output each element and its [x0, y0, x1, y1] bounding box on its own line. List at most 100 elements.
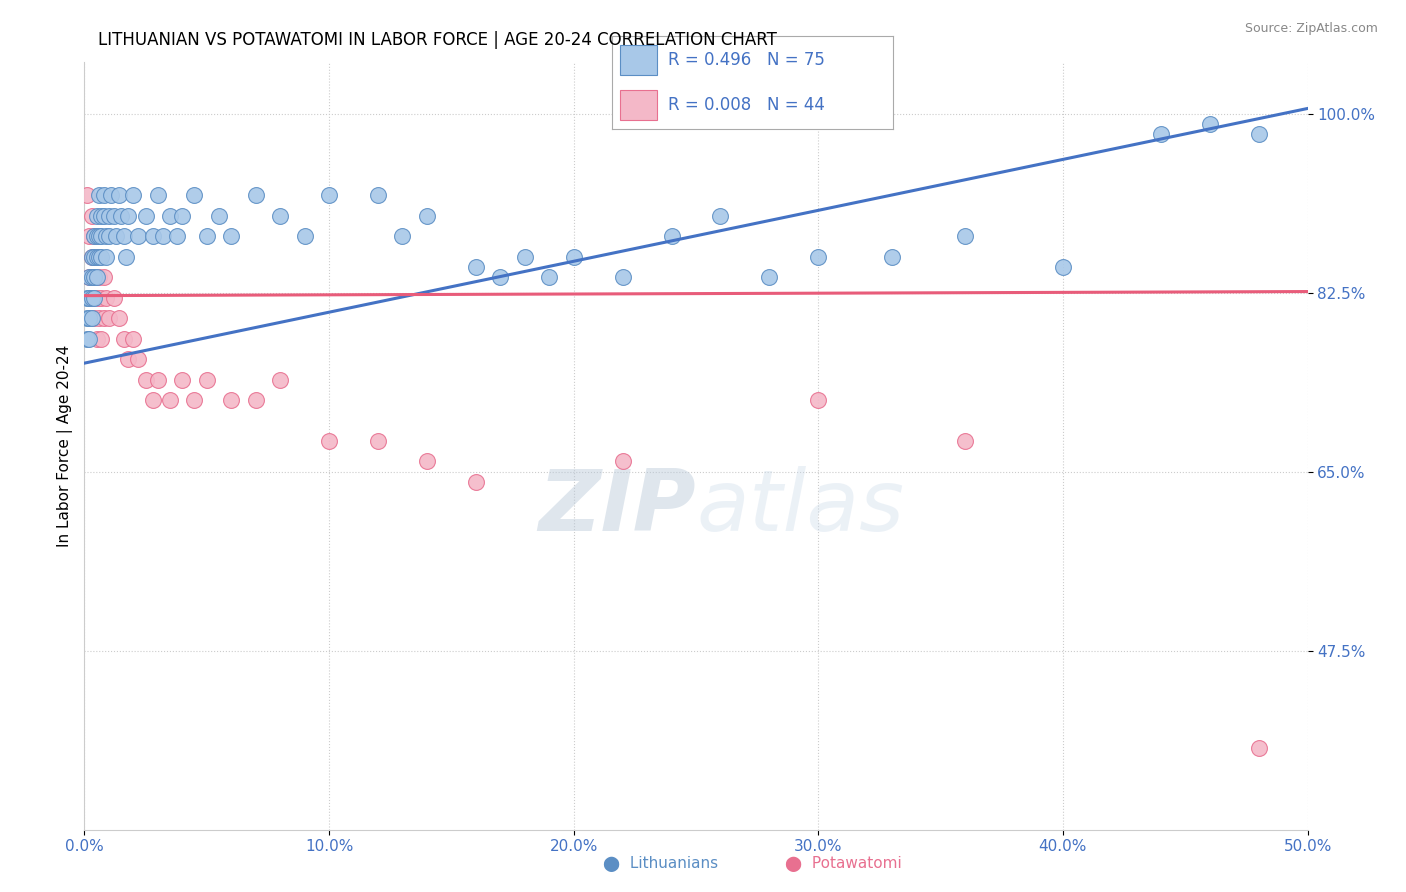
Point	[86, 291, 108, 305]
Point	[77, 270, 100, 285]
Point	[86, 270, 108, 285]
Point	[93, 209, 115, 223]
Point	[318, 188, 340, 202]
Text: R = 0.008   N = 44: R = 0.008 N = 44	[668, 96, 825, 114]
Point	[709, 209, 731, 223]
Point	[80, 311, 103, 326]
Point	[1052, 260, 1074, 274]
Point	[146, 188, 169, 202]
Point	[112, 332, 135, 346]
Point	[77, 291, 100, 305]
Point	[105, 229, 128, 244]
Point	[464, 475, 486, 489]
Point	[96, 250, 118, 264]
Point	[117, 352, 139, 367]
Point	[93, 311, 115, 326]
Point	[83, 229, 105, 244]
Point	[391, 229, 413, 244]
Point	[80, 291, 103, 305]
Point	[612, 454, 634, 468]
Point	[245, 188, 267, 202]
Point	[80, 270, 103, 285]
Text: Source: ZipAtlas.com: Source: ZipAtlas.com	[1244, 22, 1378, 36]
Point	[538, 270, 561, 285]
Point	[219, 392, 242, 407]
Point	[103, 291, 125, 305]
Point	[97, 311, 120, 326]
Point	[127, 229, 149, 244]
Point	[245, 392, 267, 407]
Point	[464, 260, 486, 274]
Point	[953, 229, 976, 244]
Point	[294, 229, 316, 244]
Point	[80, 209, 103, 223]
Point	[117, 209, 139, 223]
Point	[76, 188, 98, 202]
Point	[103, 209, 125, 223]
Point	[86, 229, 108, 244]
Point	[489, 270, 512, 285]
Point	[83, 291, 105, 305]
Point	[367, 434, 389, 448]
Point	[183, 392, 205, 407]
Point	[172, 209, 194, 223]
Point	[953, 434, 976, 448]
Point	[195, 372, 218, 386]
Point	[90, 250, 112, 264]
Point	[159, 392, 181, 407]
Point	[112, 229, 135, 244]
Point	[269, 209, 291, 223]
Text: ⬤  Lithuanians: ⬤ Lithuanians	[603, 856, 718, 872]
Point	[1247, 740, 1270, 755]
Point	[90, 229, 112, 244]
Text: LITHUANIAN VS POTAWATOMI IN LABOR FORCE | AGE 20-24 CORRELATION CHART: LITHUANIAN VS POTAWATOMI IN LABOR FORCE …	[98, 31, 778, 49]
Point	[110, 209, 132, 223]
Point	[195, 229, 218, 244]
Point	[152, 229, 174, 244]
Point	[100, 188, 122, 202]
Point	[86, 332, 108, 346]
Point	[562, 250, 585, 264]
Point	[159, 209, 181, 223]
Point	[661, 229, 683, 244]
Point	[83, 250, 105, 264]
Point	[122, 188, 145, 202]
Point	[83, 270, 105, 285]
Point	[96, 229, 118, 244]
Point	[93, 188, 115, 202]
Point	[758, 270, 780, 285]
Point	[127, 352, 149, 367]
Point	[135, 209, 157, 223]
Point	[83, 270, 105, 285]
Point	[107, 311, 129, 326]
Point	[86, 209, 108, 223]
Point	[135, 372, 157, 386]
Point	[87, 188, 110, 202]
Point	[76, 291, 98, 305]
Point	[83, 229, 105, 244]
Point	[107, 188, 129, 202]
Point	[77, 270, 100, 285]
Point	[76, 311, 98, 326]
Point	[96, 291, 118, 305]
Point	[1198, 117, 1220, 131]
Point	[93, 270, 115, 285]
Point	[183, 188, 205, 202]
Point	[97, 209, 120, 223]
Text: atlas: atlas	[696, 466, 904, 549]
Point	[90, 209, 112, 223]
Point	[83, 311, 105, 326]
Point	[416, 454, 439, 468]
Point	[318, 434, 340, 448]
Bar	[620, 90, 657, 120]
Point	[80, 291, 103, 305]
Point	[172, 372, 194, 386]
Point	[80, 250, 103, 264]
Point	[142, 392, 165, 407]
Point	[76, 332, 98, 346]
Point	[87, 270, 110, 285]
Point	[513, 250, 536, 264]
Point	[87, 229, 110, 244]
Point	[1150, 127, 1173, 141]
Point	[90, 332, 112, 346]
